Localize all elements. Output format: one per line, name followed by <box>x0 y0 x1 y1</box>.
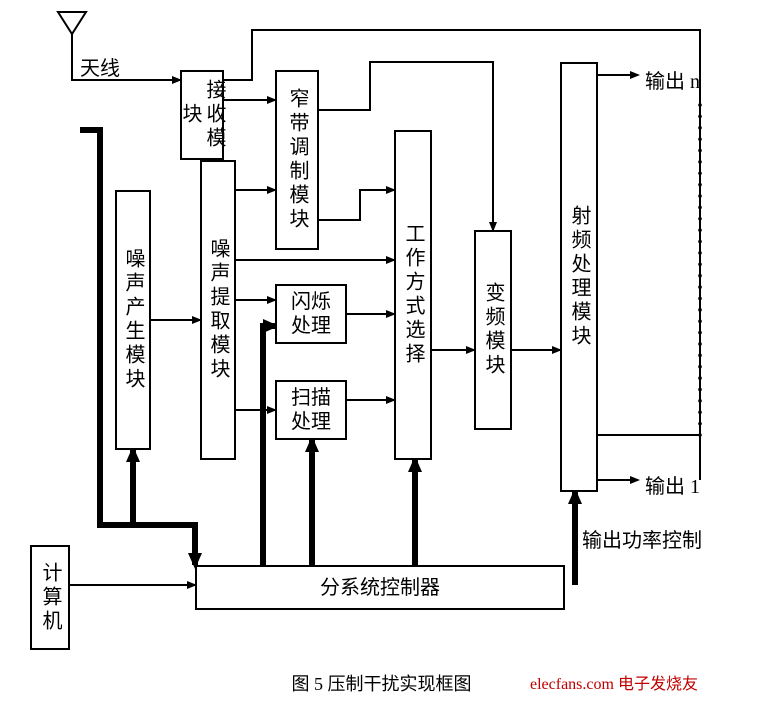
scan-process-box: 扫描处理 <box>275 380 347 440</box>
diagram-canvas: 接收模块 窄带调制模块 噪声产生模块 噪声提取模块 闪烁处理 扫描处理 工作方式… <box>0 0 763 719</box>
source-logo: elecfans.com 电子发烧友 <box>530 670 698 694</box>
freq-convert-box: 变频模块 <box>474 230 512 430</box>
subsystem-controller-label: 分系统控制器 <box>320 576 440 600</box>
flash-process-box: 闪烁处理 <box>275 284 347 344</box>
rf-process-box: 射频处理模块 <box>560 62 598 492</box>
mode-select-box: 工作方式选择 <box>394 130 432 460</box>
flash-process-label: 闪烁处理 <box>285 290 337 338</box>
noise-extract-box: 噪声提取模块 <box>200 160 236 460</box>
subsystem-controller-box: 分系统控制器 <box>195 565 565 610</box>
receive-module-box: 接收模块 <box>180 70 224 160</box>
noise-generate-box: 噪声产生模块 <box>115 190 151 450</box>
output-1-label: 输出 1 <box>645 470 700 499</box>
output-n-label: 输出 n <box>645 65 700 94</box>
antenna-label: 天线 <box>80 52 120 81</box>
rf-process-label: 射频处理模块 <box>567 205 591 349</box>
narrowband-mod-label: 窄带调制模块 <box>285 88 309 232</box>
scan-process-label: 扫描处理 <box>285 386 337 434</box>
computer-box: 计算机 <box>30 545 70 650</box>
narrowband-mod-box: 窄带调制模块 <box>275 70 319 250</box>
computer-label: 计算机 <box>38 562 62 634</box>
receive-module-label: 接收模块 <box>178 72 226 158</box>
power-ctrl-label: 输出功率控制 <box>582 524 702 553</box>
freq-convert-label: 变频模块 <box>481 282 505 378</box>
noise-generate-label: 噪声产生模块 <box>121 248 145 392</box>
mode-select-label: 工作方式选择 <box>401 223 425 367</box>
noise-extract-label: 噪声提取模块 <box>206 238 230 382</box>
